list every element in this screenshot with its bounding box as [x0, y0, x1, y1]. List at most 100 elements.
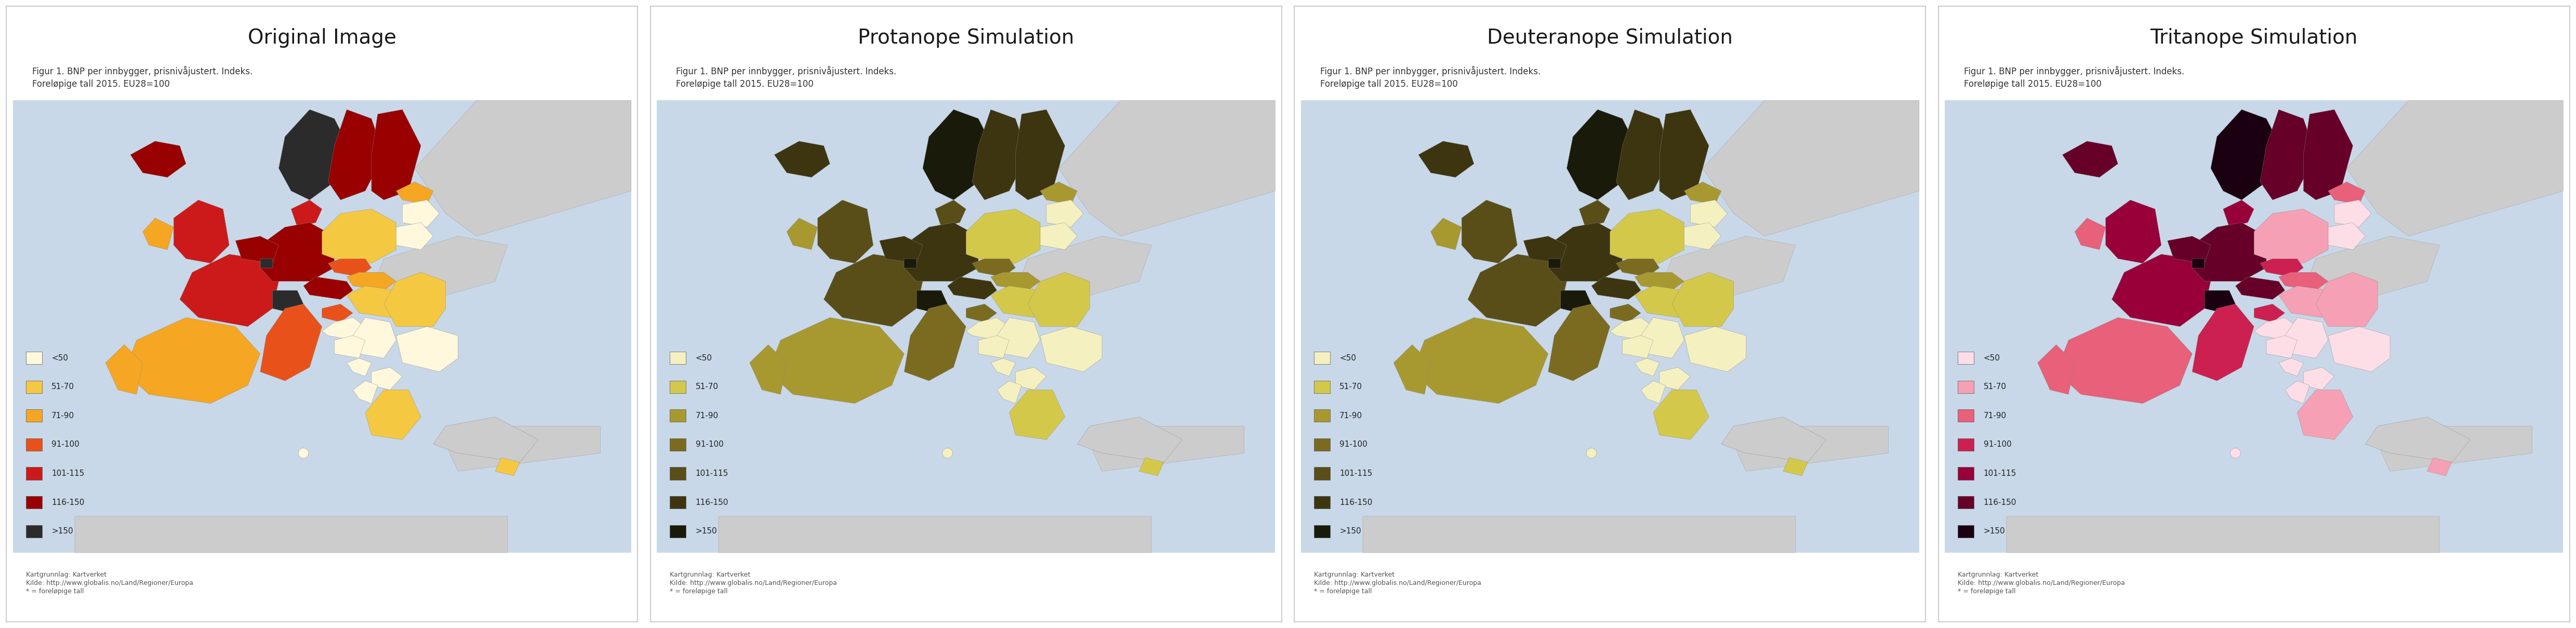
Polygon shape — [1721, 417, 1826, 462]
Text: 51-70: 51-70 — [1340, 383, 1363, 391]
Polygon shape — [1685, 327, 1747, 372]
Bar — [670, 381, 685, 393]
Polygon shape — [1363, 516, 1795, 553]
Polygon shape — [1636, 273, 1685, 290]
Polygon shape — [2316, 273, 2378, 327]
Polygon shape — [2007, 516, 2439, 553]
Polygon shape — [966, 318, 1010, 340]
Polygon shape — [971, 109, 1028, 200]
Polygon shape — [495, 458, 520, 476]
Polygon shape — [1690, 200, 1728, 227]
Polygon shape — [446, 426, 600, 471]
Bar — [26, 496, 41, 509]
Polygon shape — [2056, 318, 2192, 403]
Polygon shape — [2236, 277, 2285, 300]
Polygon shape — [2254, 209, 2329, 263]
Bar — [26, 381, 41, 393]
Polygon shape — [786, 218, 817, 250]
Bar — [657, 100, 1275, 553]
Polygon shape — [1015, 109, 1064, 200]
Polygon shape — [1010, 390, 1064, 440]
Polygon shape — [2259, 109, 2316, 200]
Polygon shape — [2298, 390, 2352, 440]
Polygon shape — [1610, 304, 1641, 322]
Bar — [1301, 100, 1919, 553]
Polygon shape — [371, 109, 420, 200]
FancyBboxPatch shape — [1293, 6, 1924, 622]
Polygon shape — [353, 318, 397, 358]
Bar — [670, 496, 685, 509]
Polygon shape — [2254, 318, 2298, 340]
Text: 116-150: 116-150 — [1340, 499, 1373, 506]
Polygon shape — [2329, 222, 2365, 250]
Polygon shape — [2427, 458, 2452, 476]
Text: >150: >150 — [52, 528, 72, 535]
Polygon shape — [2280, 358, 2303, 376]
Polygon shape — [1430, 218, 1461, 250]
Polygon shape — [173, 200, 229, 263]
Polygon shape — [2347, 100, 2563, 236]
Polygon shape — [2192, 304, 2254, 381]
Polygon shape — [2280, 273, 2329, 290]
Text: <50: <50 — [1984, 354, 1999, 362]
FancyBboxPatch shape — [1937, 6, 2568, 622]
Polygon shape — [1394, 345, 1430, 394]
Bar — [26, 467, 41, 480]
Text: 101-115: 101-115 — [1340, 470, 1373, 477]
Polygon shape — [1046, 200, 1084, 227]
Text: Original Image: Original Image — [247, 28, 397, 48]
Polygon shape — [2329, 182, 2365, 205]
Text: 116-150: 116-150 — [696, 499, 729, 506]
Polygon shape — [2210, 109, 2285, 200]
Polygon shape — [971, 259, 1015, 277]
Polygon shape — [260, 222, 335, 281]
Text: 101-115: 101-115 — [1984, 470, 2017, 477]
Polygon shape — [2365, 417, 2470, 462]
Polygon shape — [75, 516, 507, 553]
Bar — [657, 100, 1275, 553]
Bar — [26, 438, 41, 451]
Polygon shape — [2166, 236, 2210, 263]
Text: 101-115: 101-115 — [52, 470, 85, 477]
Text: 101-115: 101-115 — [696, 470, 729, 477]
Text: Kartgrunnlag: Kartverket
Kilde: http://www.globalis.no/Land/Regioner/Europa
* = : Kartgrunnlag: Kartverket Kilde: http://w… — [1958, 571, 2125, 595]
Bar — [26, 525, 41, 538]
Polygon shape — [2267, 335, 2298, 358]
Polygon shape — [966, 209, 1041, 263]
Polygon shape — [1041, 327, 1103, 372]
Bar — [1945, 100, 2563, 553]
Polygon shape — [1412, 318, 1548, 403]
Polygon shape — [397, 182, 433, 205]
FancyBboxPatch shape — [649, 6, 1283, 622]
Polygon shape — [904, 259, 917, 268]
Polygon shape — [768, 318, 904, 403]
Polygon shape — [327, 259, 371, 277]
Polygon shape — [1579, 200, 1610, 227]
Bar — [1958, 381, 1973, 393]
Polygon shape — [1419, 141, 1473, 177]
Polygon shape — [433, 417, 538, 462]
Bar — [1301, 100, 1919, 553]
Polygon shape — [997, 381, 1023, 403]
Polygon shape — [2254, 304, 2285, 322]
Bar — [1314, 381, 1329, 393]
Polygon shape — [1659, 109, 1708, 200]
Bar — [13, 100, 631, 553]
Bar — [1958, 467, 1973, 480]
Bar — [670, 467, 685, 480]
Polygon shape — [2303, 367, 2334, 390]
Polygon shape — [1659, 367, 1690, 390]
Polygon shape — [131, 141, 185, 177]
Text: 116-150: 116-150 — [1984, 499, 2017, 506]
Text: Figur 1. BNP per innbygger, prisnivåjustert. Indeks.
Foreløpige tall 2015. EU28=: Figur 1. BNP per innbygger, prisnivåjust… — [31, 66, 252, 89]
Bar — [13, 100, 631, 553]
Text: 71-90: 71-90 — [1340, 412, 1363, 420]
Polygon shape — [1548, 222, 1623, 281]
Polygon shape — [322, 304, 353, 322]
Polygon shape — [2329, 327, 2391, 372]
Bar — [670, 438, 685, 451]
Polygon shape — [2378, 426, 2532, 471]
Bar — [1958, 352, 1973, 364]
Polygon shape — [750, 345, 786, 394]
Text: 51-70: 51-70 — [1984, 383, 2007, 391]
